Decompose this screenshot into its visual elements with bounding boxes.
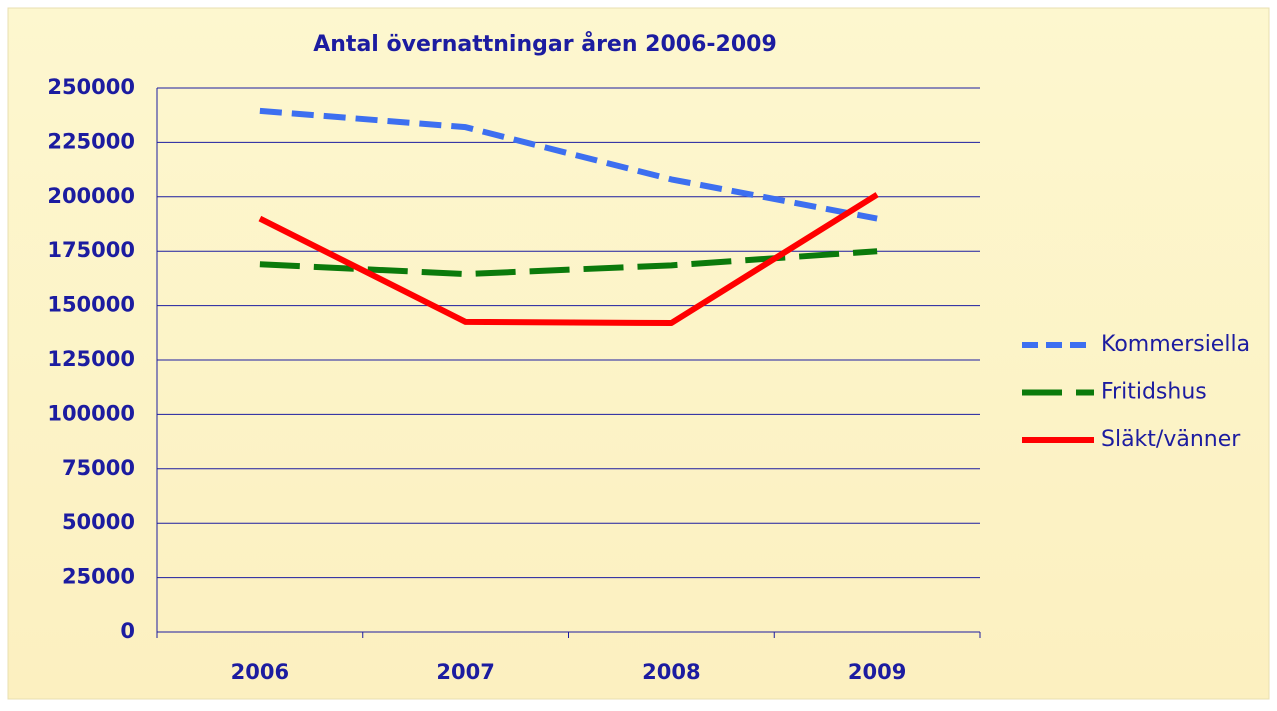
legend-label: Fritidshus — [1101, 380, 1207, 405]
y-tick-label: 100000 — [47, 401, 135, 425]
y-tick-label: 225000 — [47, 129, 135, 153]
x-tick-label: 2009 — [848, 660, 906, 684]
y-tick-label: 150000 — [47, 293, 135, 317]
line-series — [259, 107, 878, 222]
y-tick-label: 250000 — [47, 75, 135, 99]
background — [7, 7, 1270, 700]
y-tick-label: 50000 — [62, 510, 135, 534]
chart-title: Antal övernattningar åren 2006-2009 — [313, 31, 777, 57]
line-series — [258, 192, 879, 327]
y-tick-label: 25000 — [62, 565, 135, 589]
y-tick-label: 75000 — [62, 456, 135, 480]
x-tick-label: 2008 — [642, 660, 700, 684]
y-tick-label: 125000 — [47, 347, 135, 371]
y-tick-label: 175000 — [47, 238, 135, 262]
x-tick-label: 2007 — [436, 660, 494, 684]
y-tick-label: 0 — [120, 619, 135, 643]
y-tick-label: 200000 — [47, 184, 135, 208]
legend-label: Släkt/vänner — [1101, 427, 1241, 452]
legend-label: Kommersiella — [1101, 332, 1250, 357]
x-tick-label: 2006 — [231, 660, 289, 684]
